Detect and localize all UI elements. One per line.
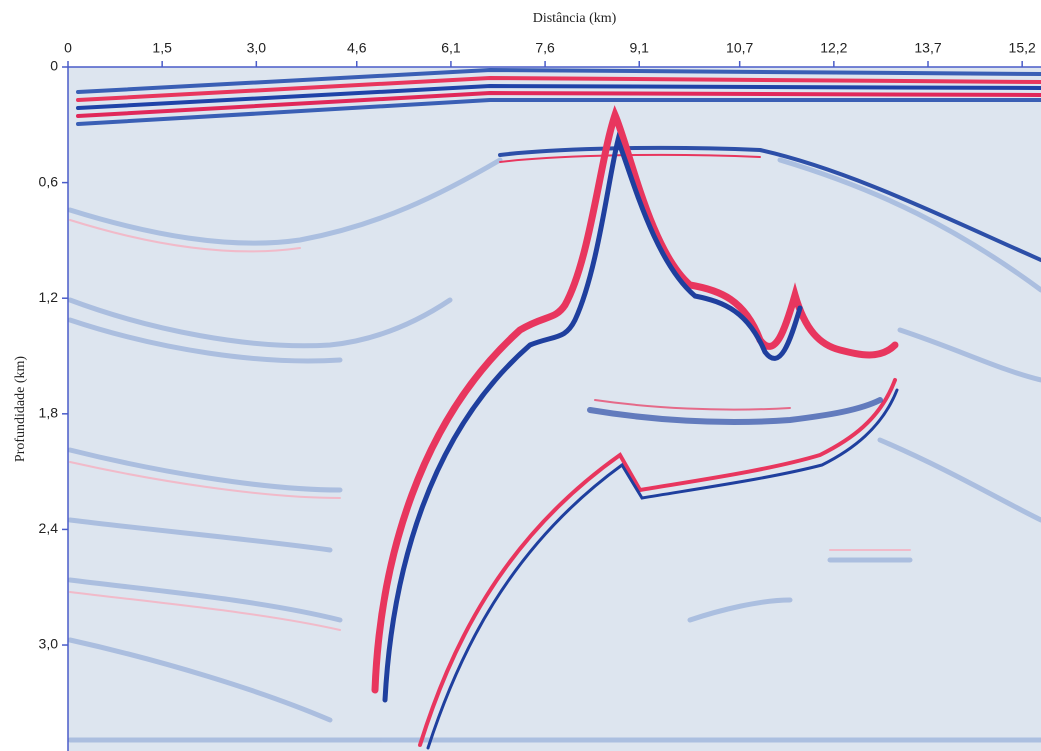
x-tick-label: 9,1	[630, 40, 650, 56]
y-tick-label: 0,6	[39, 173, 59, 189]
x-tick-label: 7,6	[535, 40, 555, 56]
x-tick-label: 15,2	[1009, 40, 1036, 56]
seismic-image	[68, 67, 1041, 751]
y-tick-label: 0	[50, 58, 58, 74]
y-tick-label: 1,2	[39, 289, 59, 305]
y-tick-label: 2,4	[39, 520, 59, 536]
x-tick-label: 6,1	[441, 40, 461, 56]
x-tick-label: 4,6	[347, 40, 367, 56]
y-axis-title: Profundidade (km)	[13, 356, 28, 462]
x-tick-label: 13,7	[914, 40, 941, 56]
y-tick-label: 3,0	[39, 636, 59, 652]
x-tick-label: 3,0	[247, 40, 267, 56]
x-tick-label: 12,2	[820, 40, 847, 56]
x-tick-label: 0	[64, 40, 72, 56]
y-tick-label: 1,8	[39, 405, 59, 421]
x-tick-label: 10,7	[726, 40, 753, 56]
x-tick-label: 1,5	[152, 40, 172, 56]
x-axis-title: Distância (km)	[533, 11, 617, 26]
